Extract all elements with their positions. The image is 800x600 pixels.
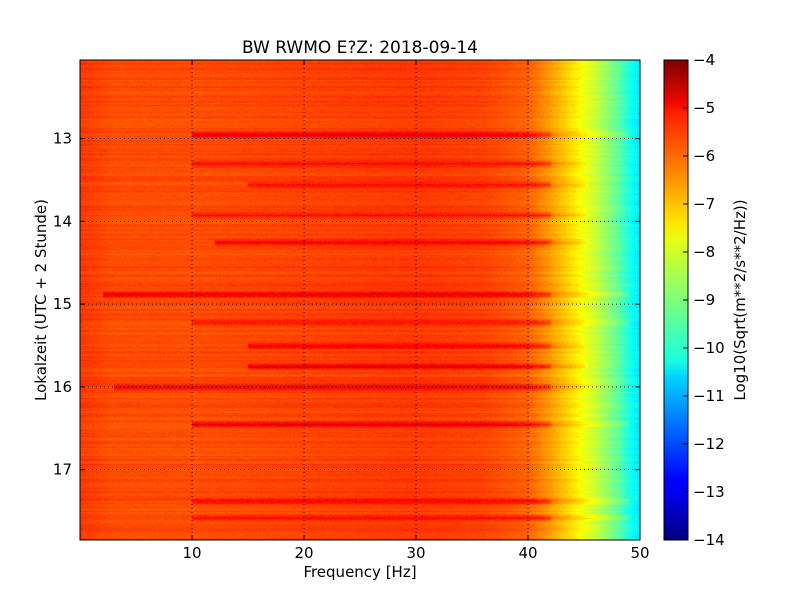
- plot-frame: [79, 59, 641, 541]
- colorbar-tick-label: −9: [693, 291, 715, 309]
- colorbar-label: Log10(Sqrt(m**2/s**2/Hz)): [731, 199, 749, 400]
- y-tick-label: 13: [53, 130, 72, 148]
- chart-title: BW RWMO E?Z: 2018-09-14: [242, 38, 478, 58]
- y-tick-label: 14: [53, 212, 72, 230]
- x-axis-label: Frequency [Hz]: [303, 563, 416, 581]
- colorbar-tick-label: −14: [693, 531, 725, 549]
- y-axis-label: Lokalzeit (UTC + 2 Stunde): [32, 199, 50, 401]
- y-axis-ticks: 13 14 15 16 17: [53, 130, 640, 479]
- colorbar-tick-label: −10: [693, 339, 725, 357]
- x-tick-label: 20: [294, 544, 313, 562]
- x-tick-label: 30: [406, 544, 425, 562]
- y-tick-label: 17: [53, 461, 72, 479]
- grid-lines: [80, 60, 640, 540]
- y-tick-label: 16: [53, 378, 72, 396]
- colorbar-tick-label: −4: [693, 51, 715, 69]
- x-axis-ticks: 10 20 30 40 50: [182, 60, 650, 562]
- colorbar-tick-label: −13: [693, 483, 725, 501]
- x-tick-label: 10: [182, 544, 201, 562]
- colorbar-tick-label: −5: [693, 99, 715, 117]
- colorbar-ticks: −4 −5 −6 −7 −8 −9 −10 −11 −12 −13 −14: [683, 51, 725, 549]
- spectrogram-heatmap: [80, 60, 640, 540]
- colorbar: −4 −5 −6 −7 −8 −9 −10 −11 −12 −13 −14 Log10(Sqrt(m…: [663, 51, 749, 549]
- colorbar-tick-label: −12: [693, 435, 725, 453]
- x-tick-label: 40: [518, 544, 537, 562]
- colorbar-tick-label: −8: [693, 243, 715, 261]
- colorbar-tick-label: −7: [693, 195, 715, 213]
- colorbar-tick-label: −6: [693, 147, 715, 165]
- plot-area: [79, 59, 641, 541]
- colorbar-tick-label: −11: [693, 387, 725, 405]
- x-tick-label: 50: [630, 544, 649, 562]
- y-tick-label: 15: [53, 295, 72, 313]
